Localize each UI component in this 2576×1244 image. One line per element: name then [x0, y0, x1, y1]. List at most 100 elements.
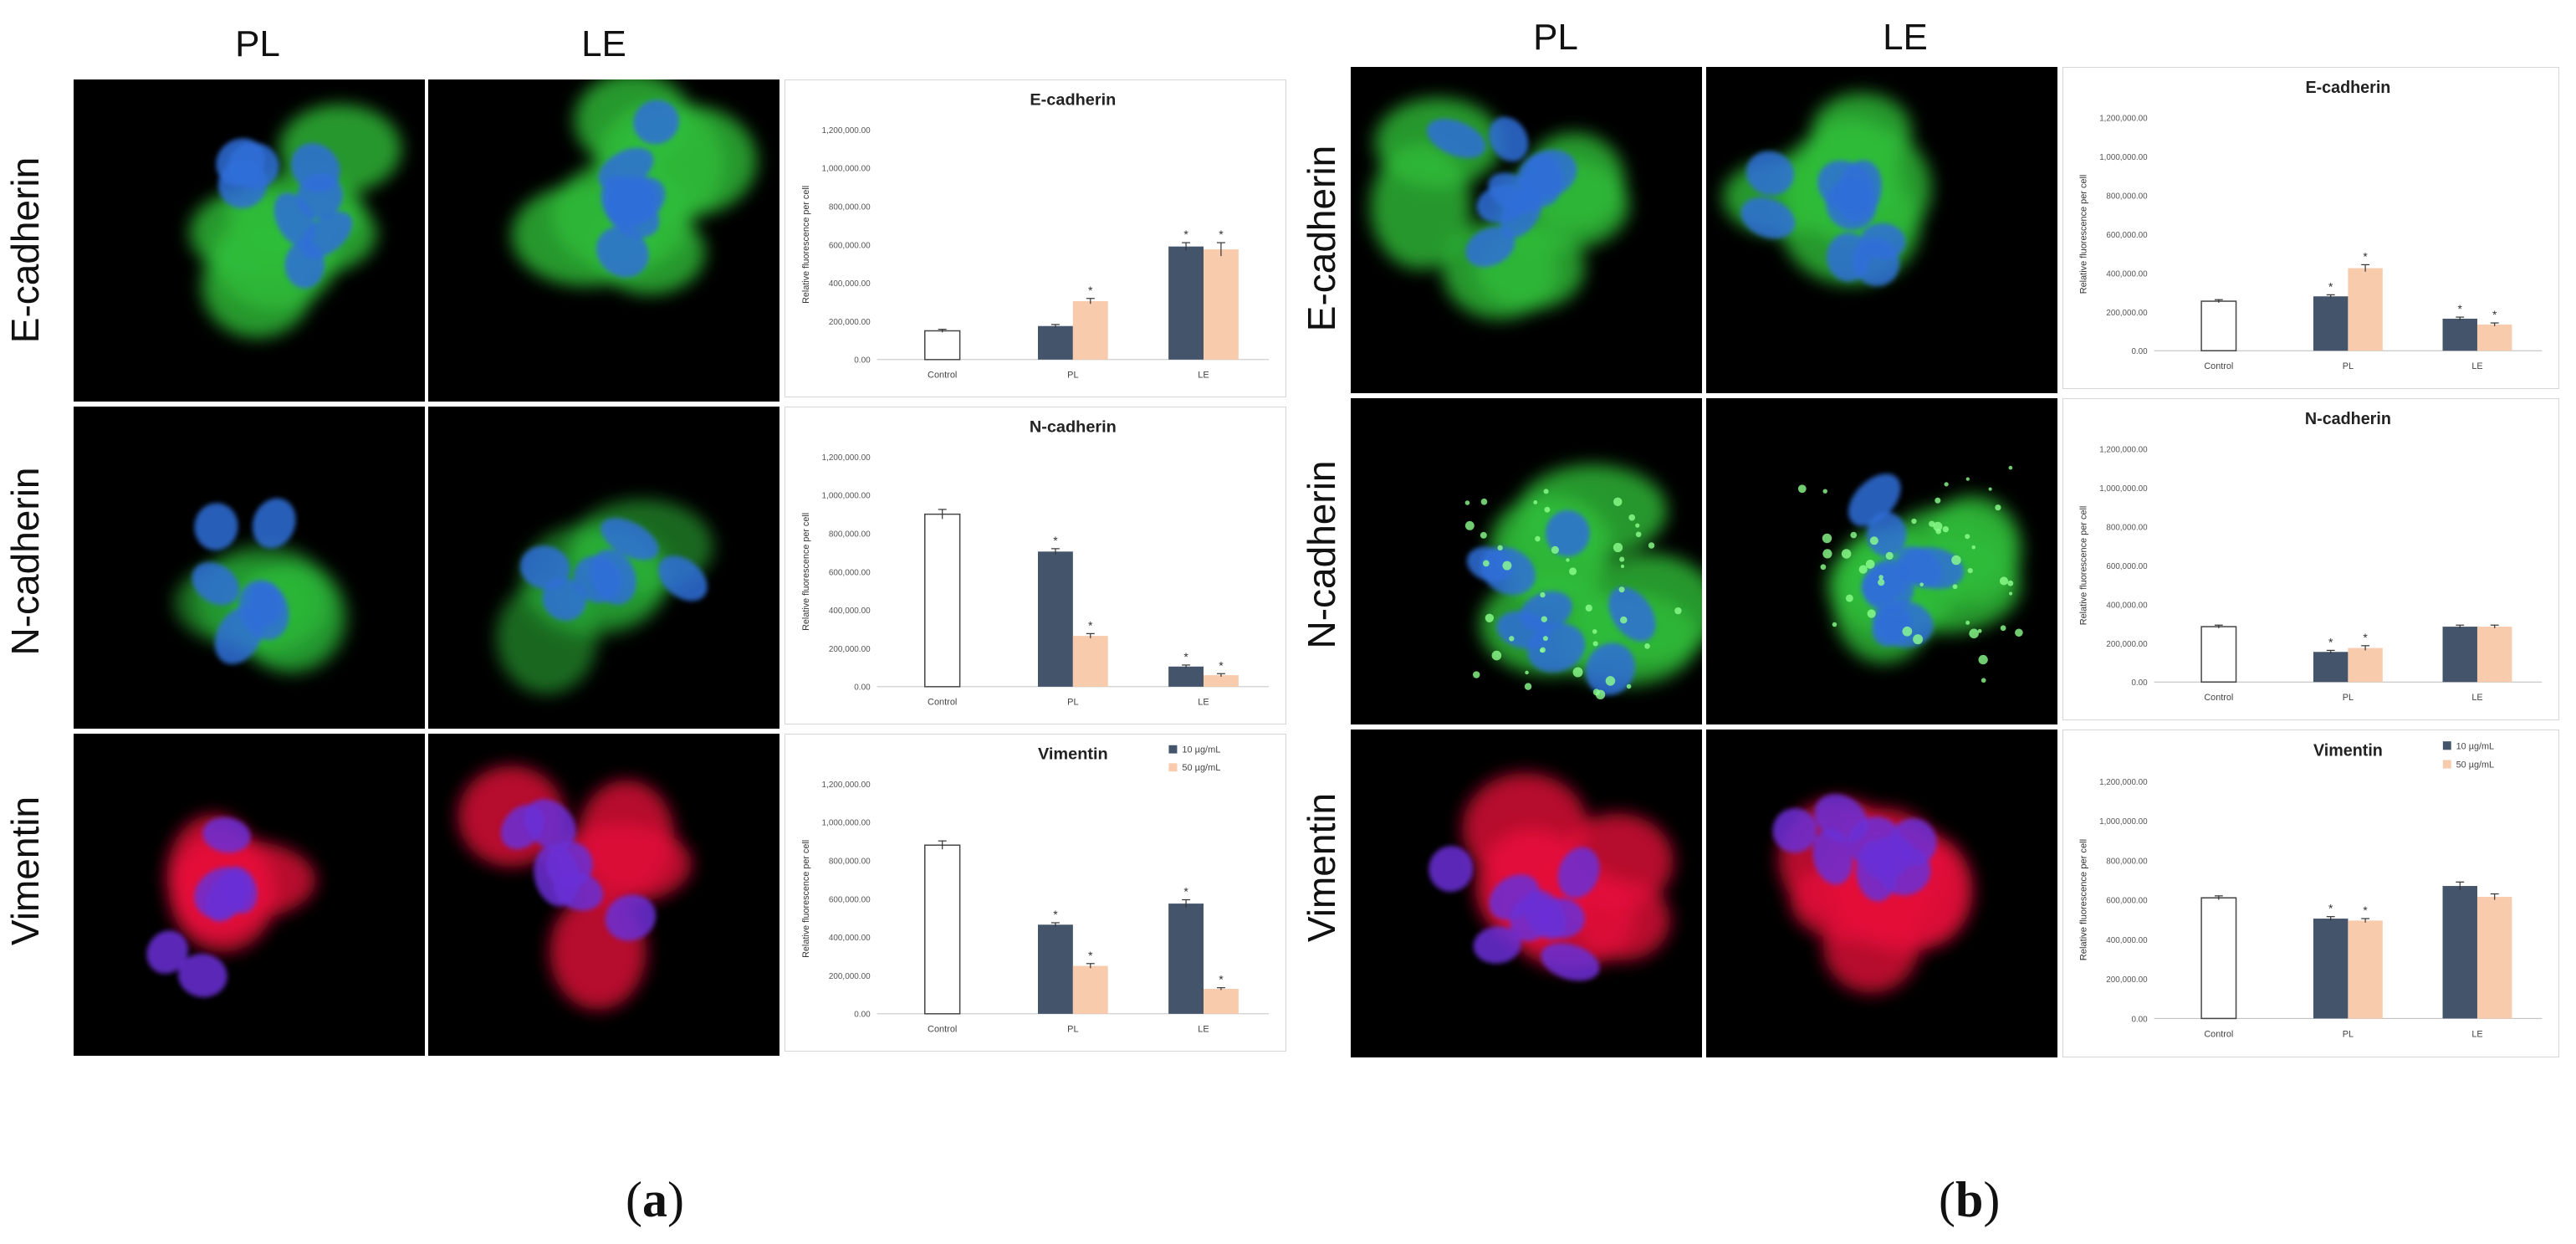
micrograph-b-ecad-pl [1351, 67, 1702, 393]
y-tick-label: 600,000.00 [2106, 897, 2148, 906]
chart-ylabel: Relative fluorescence per cell [801, 840, 811, 958]
y-tick-label: 1,200,000.00 [822, 126, 871, 136]
y-tick-label: 400,000.00 [829, 279, 871, 289]
nuclei [1740, 151, 1906, 286]
y-tick-label: 1,000,000.00 [822, 492, 871, 501]
legend-swatch [1168, 745, 1178, 754]
y-tick-label: 0.00 [2131, 678, 2148, 688]
significance-mark: * [1183, 650, 1188, 663]
y-tick-label: 1,200,000.00 [2099, 115, 2148, 124]
x-tick-label: LE [1198, 370, 1209, 380]
y-tick-label: 600,000.00 [2106, 562, 2148, 571]
panel-b-label: (b) [1939, 1172, 2001, 1227]
y-tick-label: 800,000.00 [829, 203, 871, 212]
nuclei [216, 138, 353, 289]
nuclei [1772, 794, 1937, 902]
x-tick-label: PL [1067, 697, 1078, 707]
bar [2442, 886, 2477, 1019]
bar [1072, 965, 1108, 1014]
bar [924, 844, 961, 1015]
panel-a-header-le: LE [581, 23, 626, 64]
micrograph-a-ncad-pl [74, 407, 425, 729]
bar [2348, 268, 2383, 351]
puncta [1464, 489, 1682, 699]
chart-b-vimentin: Vimentin Relative fluorescence per cell 0.… [2062, 730, 2559, 1057]
y-tick-label: 600,000.00 [829, 241, 871, 250]
panel-a-header-pl: PL [235, 23, 280, 64]
bar [1168, 666, 1204, 687]
y-tick-label: 1,000,000.00 [2099, 153, 2148, 162]
significance-mark: * [2363, 631, 2368, 644]
bar [1203, 249, 1239, 360]
x-tick-label: Control [928, 1024, 957, 1034]
x-tick-label: Control [2204, 1030, 2233, 1040]
significance-mark: * [2328, 279, 2333, 293]
legend-label: 10 µg/mL [2456, 741, 2494, 751]
x-tick-label: LE [1198, 1024, 1209, 1034]
significance-mark: * [1183, 885, 1188, 898]
panel-a-label: (a) [626, 1172, 684, 1227]
significance-mark: * [1053, 908, 1058, 921]
y-tick-label: 1,200,000.00 [822, 781, 871, 790]
bar [2200, 626, 2237, 683]
y-tick-label: 400,000.00 [829, 607, 871, 616]
chart-b-ecadherin: E-cadherin Relative fluorescence per cell… [2062, 67, 2559, 389]
bar [1037, 325, 1073, 360]
significance-mark: * [2458, 302, 2463, 315]
bar [2476, 324, 2512, 351]
y-tick-label: 400,000.00 [2106, 269, 2148, 279]
y-tick-label: 1,200,000.00 [2099, 778, 2148, 787]
significance-mark: * [2363, 249, 2368, 263]
x-tick-label: Control [2204, 361, 2233, 371]
nuclei [192, 498, 296, 664]
significance-mark: * [2492, 308, 2497, 321]
micrograph-a-ecad-le [428, 79, 779, 402]
bar [924, 330, 961, 361]
bar [1037, 551, 1073, 687]
legend-label: 50 µg/mL [2456, 760, 2494, 770]
significance-mark: * [1088, 949, 1093, 962]
x-tick-label: PL [2343, 361, 2354, 371]
y-tick-label: 0.00 [854, 683, 871, 693]
y-tick-label: 600,000.00 [2106, 231, 2148, 240]
nuclei [500, 799, 657, 941]
bar [1203, 675, 1239, 687]
x-tick-label: PL [1067, 1024, 1078, 1034]
chart-a-vimentin: Vimentin Relative fluorescence per cell 0.… [785, 734, 1286, 1052]
legend-swatch [2442, 760, 2451, 769]
chart-title: Vimentin [2313, 741, 2383, 760]
y-tick-label: 1,000,000.00 [822, 165, 871, 174]
legend-label: 50 µg/mL [1182, 763, 1220, 773]
significance-mark: * [1219, 973, 1224, 986]
bar [924, 513, 961, 688]
bar [2200, 897, 2237, 1020]
puncta [1797, 465, 2023, 683]
chart-b-ncadherin: N-cadherin Relative fluorescence per cell… [2062, 398, 2559, 720]
y-tick-label: 200,000.00 [2106, 640, 2148, 649]
legend-label: 10 µg/mL [1182, 745, 1220, 755]
bar [2348, 648, 2383, 683]
significance-mark: * [2328, 901, 2333, 914]
bar [2313, 919, 2349, 1019]
bar [2476, 627, 2512, 683]
bar [2200, 300, 2237, 351]
micrograph-b-ncad-pl [1351, 398, 1702, 724]
bar [2442, 627, 2477, 683]
y-tick-label: 1,200,000.00 [822, 453, 871, 463]
panel-b-row-label-ecadherin: E-cadherin [1300, 145, 1343, 332]
bar [2442, 318, 2477, 351]
legend-swatch [2442, 741, 2451, 750]
chart-ylabel: Relative fluorescence per cell [801, 186, 811, 304]
bar [1168, 904, 1204, 1014]
y-tick-label: 200,000.00 [2106, 309, 2148, 318]
panel-a-row-label-ecadherin: E-cadherin [3, 156, 47, 344]
y-tick-label: 400,000.00 [2106, 601, 2148, 610]
nuclei [1848, 474, 1965, 648]
significance-mark: * [2363, 904, 2368, 917]
micrograph-b-vim-le [1706, 730, 2057, 1057]
x-tick-label: Control [2204, 693, 2233, 703]
bar [1037, 924, 1073, 1014]
y-tick-label: 600,000.00 [829, 895, 871, 904]
nuclei [596, 100, 679, 278]
y-tick-label: 800,000.00 [2106, 192, 2148, 201]
